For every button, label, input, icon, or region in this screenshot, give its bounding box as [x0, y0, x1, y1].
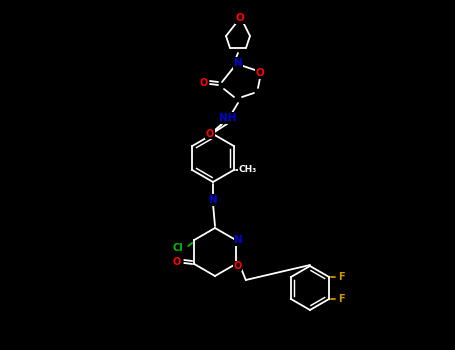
Text: F: F — [338, 272, 344, 282]
Text: N: N — [209, 195, 217, 205]
Text: CH₃: CH₃ — [239, 166, 257, 175]
Text: O: O — [172, 257, 180, 267]
Text: N: N — [234, 235, 243, 245]
Text: N: N — [233, 58, 243, 68]
Text: O: O — [234, 261, 242, 271]
Text: O: O — [206, 129, 214, 139]
Text: F: F — [338, 294, 344, 304]
Text: O: O — [236, 13, 244, 23]
Text: O: O — [200, 78, 208, 88]
Text: NH: NH — [219, 113, 237, 123]
Text: Cl: Cl — [173, 243, 183, 253]
Text: O: O — [256, 68, 264, 78]
